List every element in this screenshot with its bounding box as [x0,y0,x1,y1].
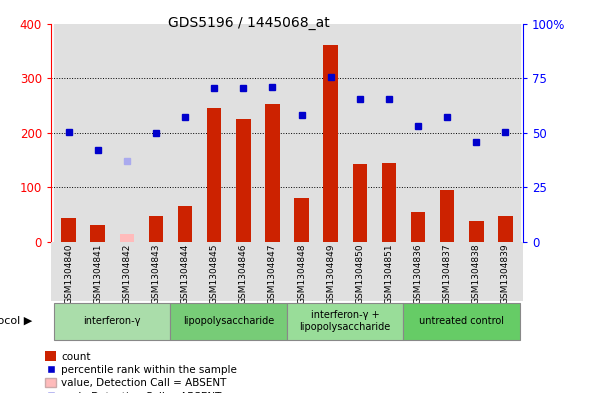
Text: GSM1304847: GSM1304847 [268,243,277,304]
Bar [433,24,462,242]
Text: GDS5196 / 1445068_at: GDS5196 / 1445068_at [168,16,330,30]
Bar [148,216,163,242]
Bar [323,45,338,242]
Bar [469,221,484,242]
FancyBboxPatch shape [287,303,403,340]
Bar [112,242,141,301]
Text: GSM1304851: GSM1304851 [385,243,394,304]
Bar [207,108,221,242]
Text: GSM1304844: GSM1304844 [180,243,189,304]
Bar [141,242,171,301]
Bar [229,24,258,242]
Bar [374,242,403,301]
Text: GSM1304848: GSM1304848 [297,243,306,304]
Bar [83,24,112,242]
Text: GSM1304845: GSM1304845 [210,243,219,304]
Text: GSM1304840: GSM1304840 [64,243,73,304]
Text: GSM1304850: GSM1304850 [355,243,364,304]
Bar [171,242,200,301]
Bar [287,24,316,242]
Bar [236,119,251,242]
Bar [90,225,105,242]
Bar [61,218,76,242]
Bar [374,24,403,242]
Bar [440,190,454,242]
Bar [433,242,462,301]
Bar [258,24,287,242]
Text: GSM1304846: GSM1304846 [239,243,248,304]
Bar [403,242,433,301]
Bar [491,24,520,242]
Bar [316,242,345,301]
Bar [112,24,141,242]
Text: GSM1304842: GSM1304842 [123,243,131,304]
Text: GSM1304843: GSM1304843 [151,243,160,304]
Bar [403,24,433,242]
Text: GSM1304836: GSM1304836 [413,243,423,304]
Bar [83,242,112,301]
Text: protocol ▶: protocol ▶ [0,316,32,326]
Bar [265,104,279,242]
Bar [171,24,200,242]
Bar [178,206,192,242]
Text: GSM1304849: GSM1304849 [326,243,335,304]
Text: GSM1304837: GSM1304837 [443,243,451,304]
Text: GSM1304839: GSM1304839 [501,243,510,304]
Bar [491,242,520,301]
Bar [287,242,316,301]
Bar [353,164,367,242]
Text: GSM1304841: GSM1304841 [93,243,102,304]
Bar [462,24,491,242]
Bar [120,234,134,242]
Text: lipopolysaccharide: lipopolysaccharide [183,316,275,326]
Bar [200,24,229,242]
Bar [294,198,309,242]
Bar [200,242,229,301]
FancyBboxPatch shape [403,303,520,340]
Bar [258,242,287,301]
Bar [316,24,345,242]
FancyBboxPatch shape [54,303,171,340]
Bar [462,242,491,301]
Bar [382,163,396,242]
Bar [345,24,374,242]
Text: interferon-γ: interferon-γ [84,316,141,326]
Text: untreated control: untreated control [419,316,504,326]
Bar [54,242,83,301]
Bar [410,212,426,242]
Bar [141,24,171,242]
Legend: count, percentile rank within the sample, value, Detection Call = ABSENT, rank, : count, percentile rank within the sample… [41,347,241,393]
Bar [345,242,374,301]
Bar [54,24,83,242]
Text: GSM1304838: GSM1304838 [472,243,481,304]
FancyBboxPatch shape [171,303,287,340]
Text: interferon-γ +
lipopolysaccharide: interferon-γ + lipopolysaccharide [299,310,391,332]
Bar [498,216,513,242]
Bar [229,242,258,301]
